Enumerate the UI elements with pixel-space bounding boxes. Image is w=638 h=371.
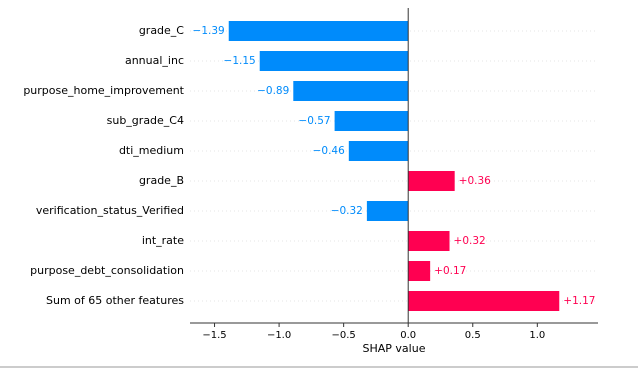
bar <box>259 51 409 71</box>
y-tick-label: purpose_home_improvement <box>23 84 184 97</box>
value-label: +1.17 <box>563 295 595 307</box>
value-label: +0.17 <box>434 265 466 277</box>
value-label: −0.89 <box>257 85 289 97</box>
bar <box>408 291 560 311</box>
value-label: −0.46 <box>313 145 345 157</box>
x-tick-label: 0.0 <box>400 330 416 341</box>
bar <box>408 231 450 251</box>
x-tick-label: −1.5 <box>202 330 226 341</box>
bar <box>366 201 409 221</box>
y-tick-label: verification_status_Verified <box>36 204 184 217</box>
y-tick-label: purpose_debt_consolidation <box>30 264 184 277</box>
y-tick-label: grade_C <box>139 24 184 37</box>
bar <box>293 81 409 101</box>
value-label: −0.32 <box>331 205 363 217</box>
y-tick-label: annual_inc <box>125 54 184 67</box>
value-label: −0.57 <box>298 115 330 127</box>
x-tick-label: −0.5 <box>331 330 355 341</box>
y-tick-label: grade_B <box>139 174 184 187</box>
y-tick-label: sub_grade_C4 <box>107 114 184 127</box>
x-tick-label: 1.0 <box>529 330 545 341</box>
bar <box>228 21 409 41</box>
bar <box>408 171 455 191</box>
y-tick-label: Sum of 65 other features <box>46 294 184 307</box>
bar <box>334 111 409 131</box>
bar <box>348 141 409 161</box>
value-label: +0.36 <box>459 175 491 187</box>
value-label: −1.39 <box>193 25 225 37</box>
value-label: −1.15 <box>224 55 256 67</box>
y-tick-label: int_rate <box>142 234 184 247</box>
x-tick-label: 0.5 <box>465 330 481 341</box>
x-axis-label: SHAP value <box>363 342 426 355</box>
y-tick-label: dti_medium <box>119 144 184 157</box>
value-label: +0.32 <box>454 235 486 247</box>
bar <box>408 261 431 281</box>
x-tick-label: −1.0 <box>267 330 291 341</box>
